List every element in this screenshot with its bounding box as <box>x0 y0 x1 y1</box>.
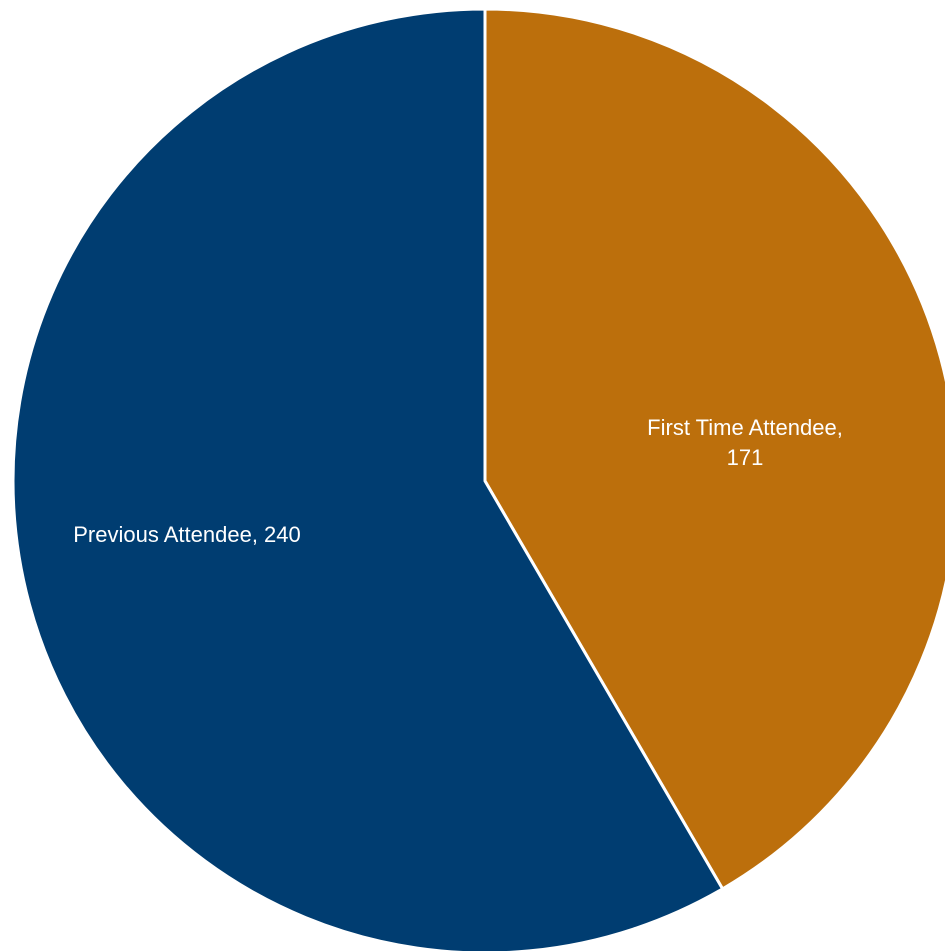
pie-data-label-first-time-attendee: First Time Attendee, 171 <box>647 415 843 470</box>
pie-labels: First Time Attendee, 171 Previous Attendee… <box>73 415 843 547</box>
pie-data-label-line: Previous Attendee, 240 <box>73 522 301 547</box>
pie-data-label-line: First Time Attendee, <box>647 415 843 440</box>
pie-slice-first-time-attendee <box>483 7 945 891</box>
pie-data-label-previous-attendee: Previous Attendee, 240 <box>73 522 301 547</box>
pie-data-label-line: 171 <box>727 445 764 470</box>
pie-slice-previous-attendee <box>11 7 725 951</box>
pie-slices <box>11 7 945 951</box>
